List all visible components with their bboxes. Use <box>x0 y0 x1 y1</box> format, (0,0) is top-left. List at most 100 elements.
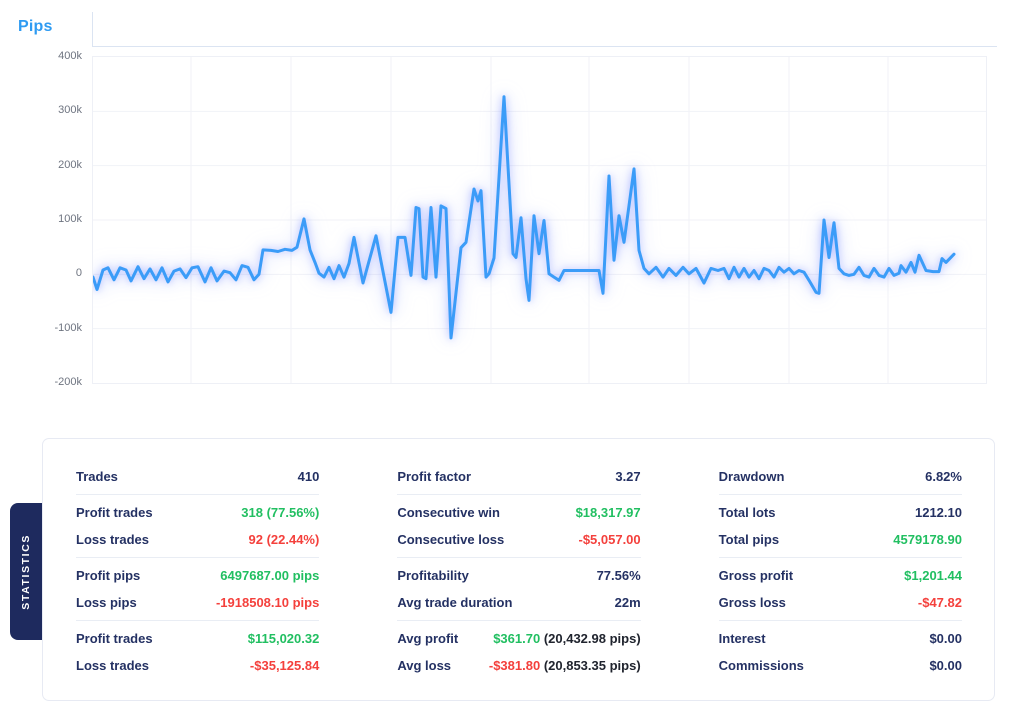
tabbar-underline <box>92 46 997 47</box>
stat-label: Loss trades <box>76 532 149 547</box>
stat-label: Total lots <box>718 505 776 520</box>
stat-label: Commissions <box>718 658 804 673</box>
stat-label: Trades <box>76 469 118 484</box>
stat-row: Total lots 1212.10 <box>719 499 962 526</box>
stat-value: -$35,125.84 <box>250 658 319 673</box>
stat-value: -$47.82 <box>918 595 962 610</box>
stat-value-main: -$381.80 <box>488 658 541 673</box>
stat-row: Loss pips -1918508.10 pips <box>76 589 319 616</box>
group-divider <box>76 620 320 621</box>
y-axis-tick-label: 300k <box>58 104 82 117</box>
stat-value-main: 92 (22.44%) <box>248 532 320 547</box>
stat-value-main: 410 <box>297 469 320 484</box>
stat-value-main: 318 (77.56%) <box>241 505 320 520</box>
stat-label: Total pips <box>718 532 780 547</box>
stat-value-main: 77.56% <box>596 568 641 583</box>
statistics-column-3: Drawdown 6.82% Total lots 1212.10 Total pips… <box>718 463 962 679</box>
stat-row: Interest $0.00 <box>719 625 962 652</box>
stat-value: 77.56% <box>597 568 641 583</box>
stat-value-main: $361.70 <box>493 631 541 646</box>
stat-label: Consecutive win <box>397 505 500 520</box>
stat-label: Avg trade duration <box>397 595 513 610</box>
stat-row: Drawdown 6.82% <box>719 463 962 490</box>
stat-row: Consecutive win $18,317.97 <box>397 499 640 526</box>
stat-value: $361.70 (20,432.98 pips) <box>493 631 640 646</box>
stat-value-main: 6497687.00 pips <box>220 568 320 583</box>
stat-value: 6.82% <box>925 469 962 484</box>
pips-line-chart-svg <box>93 57 986 383</box>
stat-value-main: 1212.10 <box>914 505 962 520</box>
stat-value: 3.27 <box>615 469 640 484</box>
stat-label: Loss trades <box>76 658 149 673</box>
stat-value-main: 3.27 <box>615 469 641 484</box>
stat-value-main: 6.82% <box>925 469 962 484</box>
statistics-side-tab-label: STATISTICS <box>20 533 32 610</box>
pips-series-line <box>93 95 956 340</box>
stat-label: Consecutive loss <box>397 532 505 547</box>
stat-row: Gross profit $1,201.44 <box>719 562 962 589</box>
stat-row: Loss trades 92 (22.44%) <box>76 526 319 553</box>
stat-label: Loss pips <box>76 595 137 610</box>
statistics-column-2: Profit factor 3.27 Consecutive win $18,317.… <box>397 463 641 679</box>
stat-value-main: $0.00 <box>929 658 962 673</box>
group-divider <box>718 620 962 621</box>
stat-label: Interest <box>718 631 766 646</box>
y-axis-tick-label: -200k <box>54 376 82 388</box>
stat-value: -$381.80 (20,853.35 pips) <box>489 658 641 673</box>
stat-row: Consecutive loss -$5,057.00 <box>397 526 640 553</box>
stat-value: 6497687.00 pips <box>220 568 319 583</box>
stat-value: 4579178.90 <box>893 532 962 547</box>
stat-value-main: -$47.82 <box>917 595 962 610</box>
stat-value: $18,317.97 <box>576 505 641 520</box>
stat-row: Profit pips 6497687.00 pips <box>76 562 319 589</box>
statistics-grid: Trades 410 Profit trades 318 (77.56%) Loss t… <box>43 439 994 679</box>
stat-row: Profitability 77.56% <box>397 562 640 589</box>
stat-label: Avg loss <box>397 658 452 673</box>
stat-value: $0.00 <box>929 658 962 673</box>
stat-row: Avg profit $361.70 (20,432.98 pips) <box>397 625 640 652</box>
y-axis-tick-label: 100k <box>58 213 82 225</box>
stat-row: Avg trade duration 22m <box>397 589 640 616</box>
stat-label: Drawdown <box>718 469 785 484</box>
stat-row: Commissions $0.00 <box>719 652 962 679</box>
y-axis-tick-label: 400k <box>58 50 82 62</box>
statistics-card: Trades 410 Profit trades 318 (77.56%) Loss t… <box>42 438 995 701</box>
stat-value-secondary: (20,853.35 pips) <box>540 658 641 673</box>
stat-label: Profit trades <box>76 631 153 646</box>
stat-label: Gross loss <box>718 595 786 610</box>
stat-row: Loss trades -$35,125.84 <box>76 652 319 679</box>
y-axis-tick-label: 200k <box>58 158 82 171</box>
stat-value: 1212.10 <box>915 505 962 520</box>
stat-value-main: $1,201.44 <box>904 568 962 583</box>
group-divider <box>397 620 641 621</box>
stat-label: Profit factor <box>397 469 471 484</box>
stat-row: Total pips 4579178.90 <box>719 526 962 553</box>
stat-label: Profitability <box>397 568 469 583</box>
stat-value-main: -1918508.10 pips <box>215 595 320 610</box>
group-divider <box>718 494 962 495</box>
stat-value: 318 (77.56%) <box>241 505 319 520</box>
stat-value-main: -$35,125.84 <box>249 658 320 673</box>
stat-value: $115,020.32 <box>248 631 320 646</box>
group-divider <box>718 557 962 558</box>
group-divider <box>76 494 320 495</box>
stat-row: Gross loss -$47.82 <box>719 589 962 616</box>
stat-label: Profit pips <box>76 568 141 583</box>
stat-value: $0.00 <box>929 631 962 646</box>
y-axis-tick-label: -100k <box>54 321 82 334</box>
stat-value: 92 (22.44%) <box>249 532 320 547</box>
tab-divider <box>92 12 93 46</box>
stat-value-main: 22m <box>614 595 641 610</box>
stat-value-main: $115,020.32 <box>247 631 320 646</box>
tab-pips[interactable]: Pips <box>18 18 53 35</box>
statistics-column-1: Trades 410 Profit trades 318 (77.56%) Loss t… <box>76 463 320 679</box>
stat-row: Avg loss -$381.80 (20,853.35 pips) <box>397 652 640 679</box>
stat-row: Profit factor 3.27 <box>397 463 640 490</box>
stat-row: Profit trades 318 (77.56%) <box>76 499 319 526</box>
stat-value: 22m <box>615 595 641 610</box>
y-axis-tick-label: 0 <box>75 267 82 280</box>
statistics-side-tab[interactable]: STATISTICS <box>10 503 42 640</box>
stat-value: -1918508.10 pips <box>216 595 319 610</box>
group-divider <box>397 557 641 558</box>
